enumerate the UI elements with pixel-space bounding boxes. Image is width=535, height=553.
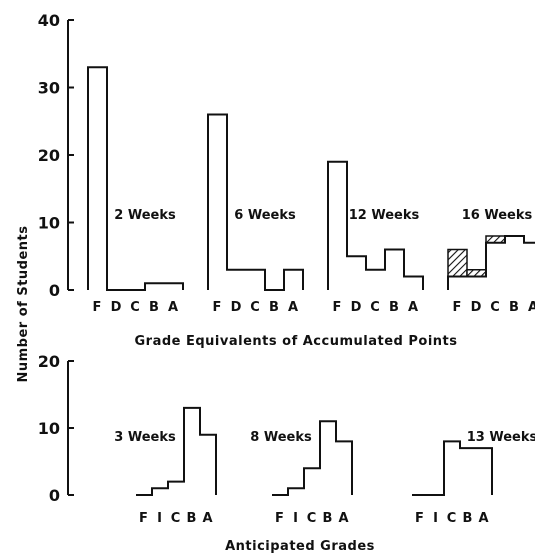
category-label: C [130, 300, 141, 315]
bar [145, 283, 164, 290]
hatched-bar [466, 269, 487, 278]
top-x-axis-label: Grade Equivalents of Accumulated Points [134, 334, 457, 349]
category-label: C [250, 300, 261, 315]
category-label: B [187, 511, 198, 526]
y-tick-label: 20 [38, 146, 60, 165]
category-label: A [338, 511, 349, 526]
histogram-series [272, 420, 353, 496]
category-label: A [202, 511, 213, 526]
bar [88, 67, 107, 290]
histogram-series [87, 66, 184, 291]
category-label: C [490, 300, 501, 315]
y-tick-label: 20 [38, 352, 60, 371]
y-tick-label: 0 [49, 486, 60, 505]
bar [404, 277, 423, 291]
bar [366, 270, 385, 290]
bar [505, 236, 524, 290]
category-label: D [231, 300, 243, 315]
period-label: 8 Weeks [250, 430, 312, 445]
bar [448, 277, 467, 291]
bar [184, 408, 200, 495]
histogram-series [327, 160, 424, 290]
category-label: A [478, 511, 489, 526]
y-tick-label: 40 [38, 11, 60, 30]
bar [476, 448, 492, 495]
y-tick-label: 0 [49, 281, 60, 300]
histogram-series [412, 440, 493, 496]
bar [467, 277, 486, 291]
category-label: F [93, 300, 103, 315]
category-label: C [307, 511, 318, 526]
period-label: 2 Weeks [114, 208, 176, 223]
hatched-bar [447, 248, 468, 278]
bar [460, 448, 476, 495]
category-label: I [433, 511, 439, 526]
category-label: C [370, 300, 381, 315]
category-label: B [323, 511, 334, 526]
bar [304, 468, 320, 495]
bar [328, 162, 347, 290]
category-label: B [149, 300, 160, 315]
bar [152, 488, 168, 495]
period-label: 16 Weeks [462, 208, 533, 223]
period-label: 13 Weeks [467, 430, 535, 445]
histogram-series [447, 235, 535, 290]
category-label: F [333, 300, 343, 315]
period-label: 3 Weeks [114, 430, 176, 445]
bar [320, 421, 336, 495]
bar [227, 270, 246, 290]
bar [444, 441, 460, 495]
category-label: F [139, 511, 149, 526]
bar [200, 435, 216, 495]
category-label: B [463, 511, 474, 526]
category-label: F [453, 300, 463, 315]
category-label: A [528, 300, 535, 315]
y-tick-label: 30 [38, 79, 60, 98]
category-label: B [509, 300, 520, 315]
category-label: I [157, 511, 163, 526]
category-label: F [213, 300, 223, 315]
bar [288, 488, 304, 495]
category-label: F [275, 511, 285, 526]
category-label: F [415, 511, 425, 526]
category-label: B [389, 300, 400, 315]
bar [246, 270, 265, 290]
category-label: A [408, 300, 419, 315]
hatched-bar [485, 235, 506, 244]
period-label: 12 Weeks [349, 208, 420, 223]
category-label: D [471, 300, 483, 315]
category-label: B [269, 300, 280, 315]
bar [284, 270, 303, 290]
bar [347, 256, 366, 290]
bar [524, 243, 535, 290]
y-tick-label: 10 [38, 214, 60, 233]
bar [168, 482, 184, 495]
category-label: D [351, 300, 363, 315]
bar [385, 250, 404, 291]
bar [486, 243, 505, 290]
category-label: I [293, 511, 299, 526]
category-label: A [288, 300, 299, 315]
histogram-series [207, 113, 304, 291]
category-label: C [447, 511, 458, 526]
y-tick-label: 10 [38, 419, 60, 438]
bar [164, 283, 183, 290]
bar [208, 115, 227, 291]
histogram-series [136, 406, 217, 496]
category-label: A [168, 300, 179, 315]
period-label: 6 Weeks [234, 208, 296, 223]
category-label: C [171, 511, 182, 526]
bar [336, 441, 352, 495]
bottom-x-axis-label: Anticipated Grades [225, 539, 375, 553]
y-axis-label: Number of Students [16, 225, 31, 382]
category-label: D [111, 300, 123, 315]
